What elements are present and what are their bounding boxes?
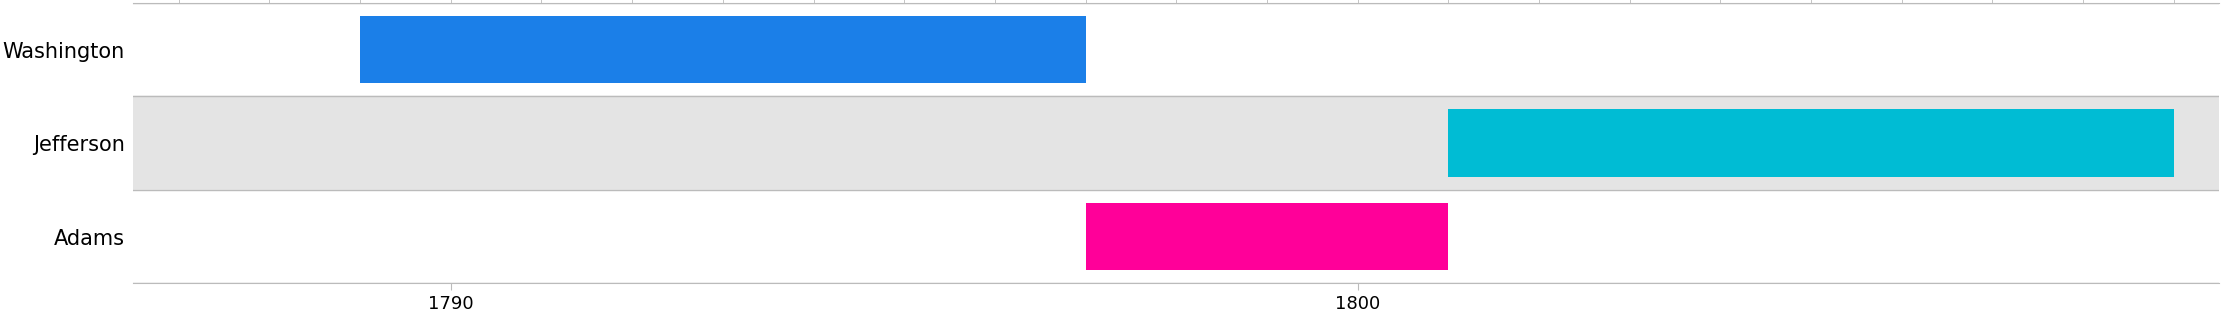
Bar (133, 96, 2220, 190)
Bar (360, 16, 1087, 83)
Bar (1087, 203, 1449, 270)
Bar (133, 190, 2220, 283)
Bar (1449, 109, 2173, 177)
Bar (133, 3, 2220, 96)
